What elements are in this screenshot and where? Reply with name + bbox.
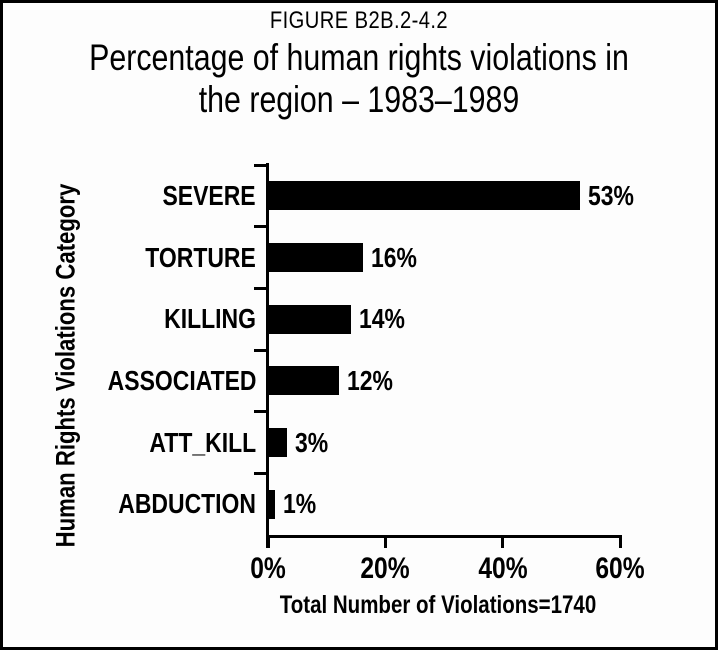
- bar-value-label-torture: 16%: [370, 241, 417, 273]
- chart-title-line-1: Percentage of human rights violations in: [89, 37, 629, 78]
- x-axis-caption: Total Number of Violations=1740: [279, 591, 597, 619]
- category-label-att_kill: ATT_KILL: [149, 426, 256, 458]
- y-tick: [254, 163, 266, 167]
- y-axis-title: Human Rights Violations Category: [50, 183, 81, 547]
- category-label-killing: KILLING: [164, 303, 256, 335]
- bar-value-label-severe: 53%: [588, 179, 634, 211]
- bar-value-label-killing: 14%: [359, 303, 406, 335]
- x-tick-label: 60%: [595, 552, 645, 585]
- y-tick: [254, 348, 266, 352]
- y-tick: [254, 471, 266, 475]
- x-tick: [618, 538, 622, 548]
- y-axis-line: [266, 163, 269, 548]
- y-tick: [254, 410, 266, 414]
- x-tick: [383, 538, 387, 548]
- bar-abduction: [269, 489, 275, 519]
- bar-severe: [269, 181, 580, 211]
- chart-title-line-2: the region – 1983–1989: [198, 79, 520, 120]
- category-label-associated: ASSOCIATED: [107, 364, 256, 396]
- bar-killing: [269, 304, 352, 334]
- y-tick: [254, 225, 266, 229]
- bar-att_kill: [269, 428, 287, 457]
- category-label-severe: SEVERE: [162, 179, 256, 211]
- figure-label: FIGURE B2B.2-4.2: [269, 7, 449, 34]
- category-label-torture: TORTURE: [145, 241, 256, 273]
- x-tick: [266, 538, 270, 548]
- bar-value-label-att_kill: 3%: [294, 426, 328, 458]
- bar-value-label-associated: 12%: [347, 364, 394, 396]
- x-tick: [501, 538, 505, 548]
- category-label-abduction: ABDUCTION: [118, 488, 256, 520]
- bar-associated: [269, 366, 340, 396]
- bar-torture: [269, 243, 363, 272]
- bar-value-label-abduction: 1%: [282, 488, 317, 520]
- x-tick-label: 0%: [250, 552, 286, 585]
- x-tick-label: 20%: [360, 552, 410, 585]
- x-axis-line: [266, 535, 622, 538]
- x-tick-label: 40%: [478, 552, 528, 585]
- y-tick: [254, 286, 266, 290]
